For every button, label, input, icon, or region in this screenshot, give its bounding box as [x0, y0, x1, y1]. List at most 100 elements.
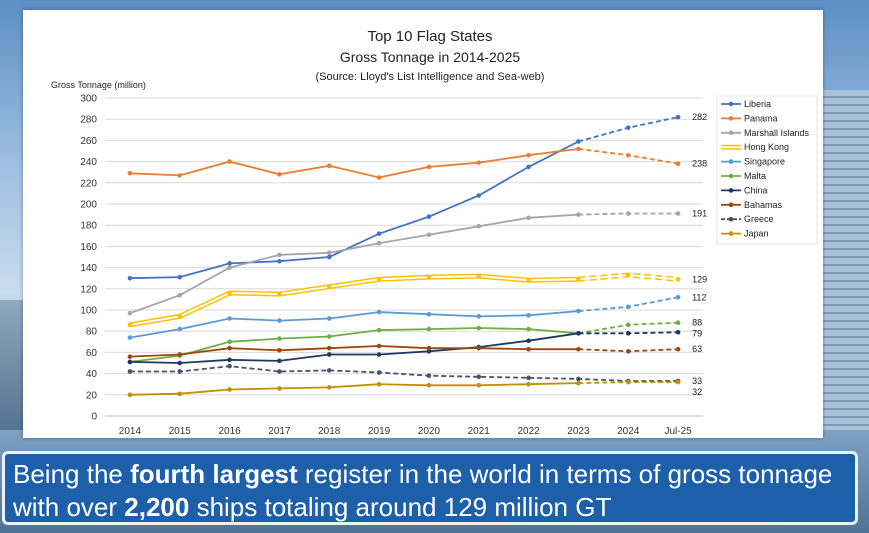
data-point-panama — [675, 161, 681, 167]
x-tick-label: 2021 — [468, 426, 491, 437]
data-point-marshall-islands — [177, 292, 183, 298]
data-point-hong-kong — [227, 290, 232, 296]
legend-label-panama: Panama — [744, 113, 778, 123]
legend-marker-marshall-islands — [728, 130, 734, 136]
data-point-singapore — [576, 308, 581, 314]
data-point-liberia — [326, 254, 332, 260]
data-point-hong-kong — [526, 278, 531, 283]
axes: 0 20 40 60 80 100 120 140 160 180 200 220 240 260 280 3… — [80, 94, 703, 437]
legend-marker-bahamas — [728, 202, 734, 208]
data-point-panama — [426, 164, 432, 170]
data-point-japan — [576, 380, 581, 386]
data-point-china — [227, 357, 232, 363]
data-point-liberia — [177, 274, 183, 280]
data-point-japan — [127, 392, 133, 398]
data-point-malta — [326, 334, 332, 339]
caption-banner: Being the fourth largest register in the… — [2, 451, 858, 525]
background-building-left — [0, 300, 24, 440]
x-tick-label: 2022 — [517, 426, 540, 437]
x-tick-label: 2016 — [218, 426, 241, 437]
data-point-liberia — [476, 193, 482, 198]
y-tick-label: 140 — [80, 263, 97, 274]
y-tick-label: 300 — [80, 94, 97, 105]
data-point-malta — [675, 320, 681, 326]
data-point-liberia — [426, 214, 432, 220]
background-skyscraper-right — [823, 90, 869, 440]
end-label-japan: 32 — [692, 387, 702, 397]
data-point-greece — [177, 369, 183, 374]
y-tick-label: 80 — [86, 327, 98, 338]
data-point-malta — [376, 327, 382, 333]
y-tick-label: 180 — [80, 221, 97, 232]
data-point-panama — [576, 146, 581, 152]
data-point-malta — [277, 336, 282, 341]
data-point-panama — [277, 172, 282, 177]
legend-label-singapore: Singapore — [744, 157, 785, 167]
legend-label-greece: Greece — [744, 214, 774, 224]
series-line-marshall-islands — [129, 213, 579, 315]
data-point-japan — [376, 381, 382, 387]
y-tick-label: 100 — [80, 306, 97, 317]
data-point-panama — [526, 152, 531, 158]
series-line-bahamas — [129, 345, 579, 358]
data-point-bahamas — [376, 343, 382, 349]
chart-title: Top 10 Flag States — [367, 28, 492, 45]
series-line-china — [129, 332, 579, 364]
caption-text-1: Being the — [13, 459, 131, 489]
data-point-marshall-islands — [576, 212, 581, 217]
y-tick-label: 260 — [80, 136, 97, 147]
y-tick-label: 200 — [80, 200, 97, 211]
data-point-bahamas — [177, 352, 183, 357]
legend-label-marshall-islands: Marshall Islands — [744, 128, 810, 138]
x-tick-label: 2018 — [318, 426, 341, 437]
data-point-greece — [277, 369, 282, 374]
data-point-singapore — [277, 318, 282, 323]
y-tick-label: 20 — [86, 390, 98, 401]
data-point-panama — [326, 163, 332, 169]
data-point-marshall-islands — [376, 240, 382, 246]
end-label-greece: 33 — [692, 376, 702, 386]
data-point-greece — [376, 370, 382, 375]
data-point-liberia — [625, 125, 631, 130]
chart-subtitle: Gross Tonnage in 2014-2025 — [340, 49, 521, 65]
data-point-china — [177, 360, 183, 366]
end-label-bahamas: 63 — [692, 344, 702, 354]
data-point-bahamas — [426, 345, 432, 351]
series-line-malta — [129, 327, 579, 363]
legend-marker-singapore — [728, 159, 734, 164]
series-line-hong-kong-inner — [129, 275, 579, 326]
data-point-marshall-islands — [526, 215, 531, 221]
data-point-marshall-islands — [625, 211, 631, 216]
data-point-panama — [127, 170, 133, 176]
data-point-china — [526, 338, 531, 344]
data-point-greece — [227, 363, 232, 369]
legend: Liberia Panama Marshall Islands Hong Kong Si… — [716, 95, 818, 245]
y-tick-label: 40 — [86, 369, 98, 380]
end-label-marshall-islands: 191 — [692, 209, 707, 219]
data-point-liberia — [376, 231, 382, 236]
x-tick-label: 2019 — [368, 426, 391, 437]
data-point-bahamas — [526, 346, 531, 352]
data-point-japan — [625, 379, 631, 385]
data-point-marshall-islands — [127, 310, 133, 316]
data-point-china — [326, 352, 332, 357]
caption-bold-fourth-largest: fourth largest — [130, 459, 298, 489]
data-point-singapore — [177, 326, 183, 332]
chart-panel: Top 10 Flag States Gross Tonnage in 2014… — [23, 10, 823, 438]
data-point-japan — [426, 382, 432, 388]
caption-text-2: register in the world in terms of gross … — [13, 459, 833, 522]
data-point-malta — [476, 325, 482, 331]
data-point-bahamas — [227, 345, 232, 351]
data-point-hong-kong — [376, 276, 382, 282]
data-point-japan — [476, 382, 482, 388]
data-point-greece — [426, 373, 432, 379]
data-point-marshall-islands — [277, 252, 282, 258]
end-label-china: 79 — [692, 329, 702, 339]
data-point-singapore — [127, 335, 133, 340]
data-point-greece — [576, 376, 581, 382]
gridlines — [105, 97, 703, 417]
data-point-bahamas — [277, 347, 282, 353]
series-line-singapore — [129, 310, 579, 339]
caption-text-3: ships totaling around 129 million GT — [189, 492, 612, 522]
legend-label-japan: Japan — [744, 229, 769, 239]
